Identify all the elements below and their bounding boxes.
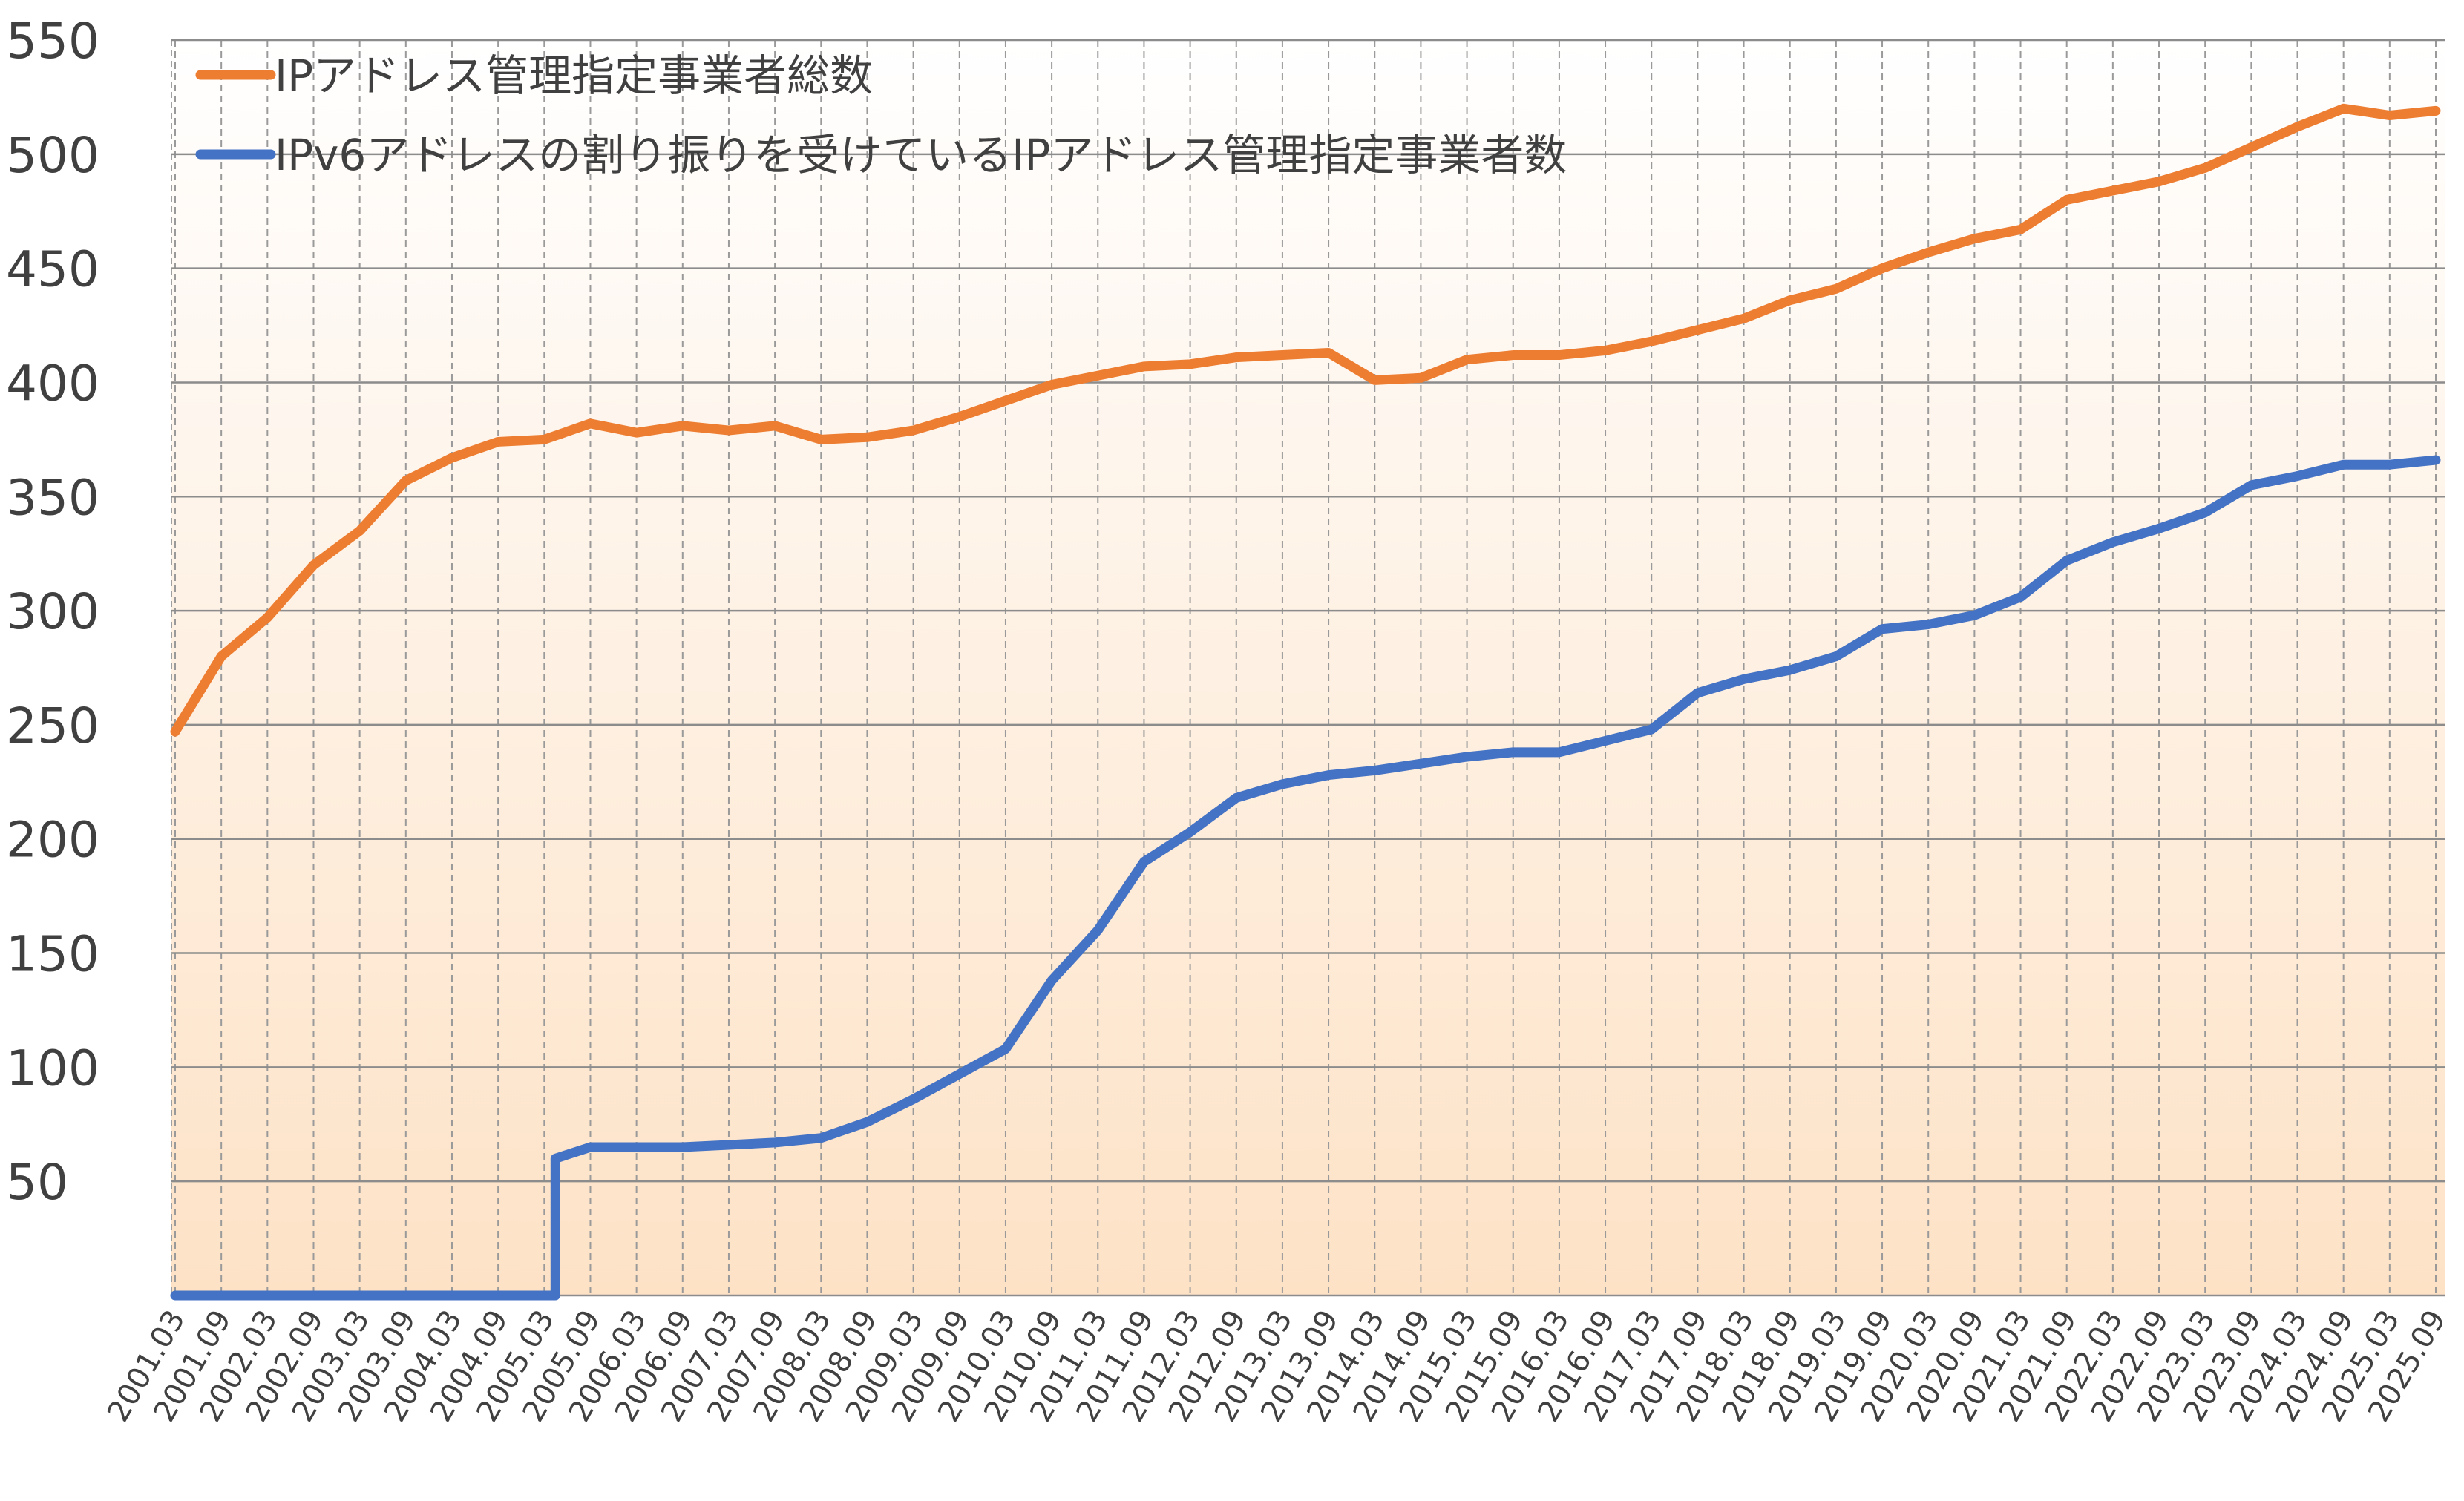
legend: IPアドレス管理指定事業者総数 IPv6アドレスの割り振りを受けているIPアドレ… [195, 50, 1567, 180]
y-tick-label: 300 [6, 583, 99, 640]
y-tick-label: 350 [6, 469, 99, 526]
y-tick-label: 50 [6, 1154, 68, 1211]
y-tick-label: 250 [6, 697, 99, 755]
y-tick-label: 400 [6, 355, 99, 412]
y-tick-label: 500 [6, 127, 99, 184]
plot-area [171, 40, 2445, 1295]
y-tick-label: 150 [6, 926, 99, 983]
series-line-ipv6 [170, 455, 2441, 1301]
series-line-total [170, 103, 2441, 737]
legend-label-ipv6: IPv6アドレスの割り振りを受けているIPアドレス管理指定事業者数 [275, 130, 1567, 180]
y-tick-label: 550 [6, 13, 99, 70]
legend-label-total: IPアドレス管理指定事業者総数 [275, 50, 873, 101]
y-tick-label: 450 [6, 241, 99, 298]
y-tick-label: 200 [6, 812, 99, 869]
y-tick-label: 100 [6, 1039, 99, 1097]
